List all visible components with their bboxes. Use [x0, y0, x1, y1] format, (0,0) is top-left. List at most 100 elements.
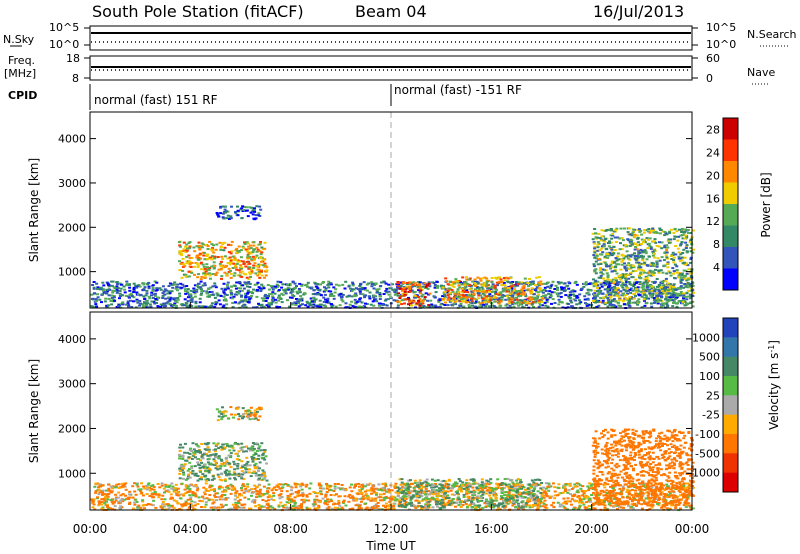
power-cell-2 — [520, 282, 524, 285]
nsearch-tick-bottom: 10^0 — [706, 38, 736, 51]
power-cell-2 — [311, 300, 315, 303]
power-cell-0 — [187, 275, 191, 278]
power-cell-2 — [288, 284, 292, 287]
power-cell-5 — [645, 301, 649, 304]
power-cell-4 — [453, 282, 457, 285]
power-cell-2 — [534, 290, 538, 293]
power-cell-5 — [619, 268, 623, 271]
power-cell-2 — [607, 282, 611, 285]
power-cell-2 — [628, 305, 632, 308]
velocity-cell-0 — [247, 468, 251, 471]
power-cell-1 — [244, 206, 248, 209]
power-cell-2 — [161, 285, 165, 288]
velocity-cell-2 — [621, 488, 625, 491]
velocity-cell-2 — [390, 489, 394, 492]
power-cell-0 — [181, 269, 185, 272]
power-cell-2 — [597, 304, 601, 307]
power-cell-2 — [563, 289, 567, 292]
velocity-cell-2 — [471, 486, 475, 489]
power-cell-2 — [319, 303, 323, 306]
power-cell-2 — [606, 305, 610, 308]
velocity-cell-2 — [170, 487, 174, 490]
power-cell-2 — [241, 284, 245, 287]
velocity-cell-0 — [257, 457, 260, 460]
power-cell-2 — [290, 290, 294, 293]
power-cell-2 — [199, 286, 203, 289]
power-cell-2 — [281, 283, 285, 286]
velocity-cell-2 — [321, 497, 325, 500]
power-cell-5 — [620, 284, 623, 287]
power-cell-4 — [449, 293, 453, 296]
power-cell-2 — [268, 293, 272, 296]
velocity-cell-2 — [117, 491, 121, 494]
power-cell-2 — [190, 305, 194, 308]
power-cell-2 — [155, 287, 159, 290]
power-cell-3 — [398, 287, 402, 290]
power-cell-5 — [605, 265, 609, 268]
power-cell-2 — [314, 285, 318, 288]
power-cell-5 — [612, 245, 616, 248]
velocity-cell-2 — [547, 482, 551, 485]
power-cell-2 — [298, 289, 302, 292]
power-cell-2 — [557, 282, 561, 285]
velocity-cell-0 — [253, 466, 257, 468]
power-cell-2 — [477, 286, 481, 289]
power-cell-1 — [216, 213, 220, 216]
power-cell-5 — [672, 272, 676, 275]
power-cell-5 — [633, 286, 637, 289]
power-cell-4 — [541, 297, 545, 300]
power-cell-2 — [443, 293, 447, 296]
power-cell-3 — [408, 281, 412, 284]
power-cell-2 — [210, 305, 214, 308]
velocity-cell-2 — [578, 506, 582, 509]
power-cell-4 — [451, 281, 455, 284]
velocity-cell-2 — [350, 490, 354, 493]
power-cell-0 — [250, 268, 254, 271]
velocity-cell-2 — [357, 482, 361, 485]
power-cell-0 — [259, 255, 263, 258]
velocity-cell-0 — [239, 473, 243, 476]
power-cell-5 — [617, 263, 621, 266]
power-cell-5 — [674, 235, 678, 238]
power-cell-4 — [483, 282, 487, 285]
velocity-cell-2 — [329, 498, 333, 501]
power-cell-2 — [353, 298, 357, 301]
power-cell-0 — [260, 246, 264, 249]
power-cell-2 — [483, 294, 487, 297]
velocity-cell-0 — [261, 452, 265, 455]
power-cell-2 — [362, 305, 366, 308]
velocity-cell-1 — [220, 411, 224, 413]
power-cell-4 — [512, 284, 516, 287]
power-cell-5 — [594, 282, 598, 285]
power-cell-0 — [193, 273, 196, 276]
power-cell-5 — [598, 249, 602, 252]
power-cell-4 — [472, 293, 476, 296]
velocity-cell-2 — [307, 499, 311, 502]
power-cell-5 — [648, 237, 652, 240]
power-cell-0 — [206, 245, 210, 248]
power-cell-5 — [682, 248, 686, 251]
power-cell-2 — [511, 281, 515, 283]
power-cell-2 — [528, 299, 532, 302]
power-cell-5 — [625, 255, 629, 258]
power-cell-2 — [153, 302, 157, 305]
power-cell-2 — [422, 305, 426, 308]
velocity-cell-2 — [392, 498, 396, 501]
power-cell-5 — [605, 228, 609, 231]
power-cell-0 — [185, 243, 189, 246]
power-cell-0 — [226, 257, 230, 260]
power-cell-2 — [438, 305, 442, 308]
power-cell-2 — [571, 293, 575, 296]
power-cell-5 — [618, 248, 622, 251]
power-cell-4 — [453, 292, 457, 295]
power-cell-5 — [657, 290, 661, 292]
velocity-cell-0 — [190, 465, 194, 468]
power-cell-5 — [670, 289, 674, 292]
velocity-cell-1 — [247, 409, 251, 412]
power-cell-2 — [183, 298, 187, 301]
velocity-cell-2 — [459, 506, 463, 508]
velocity-cell-2 — [467, 504, 471, 507]
power-cell-5 — [641, 259, 645, 262]
power-cell-5 — [647, 280, 651, 282]
power-cell-2 — [399, 284, 403, 287]
